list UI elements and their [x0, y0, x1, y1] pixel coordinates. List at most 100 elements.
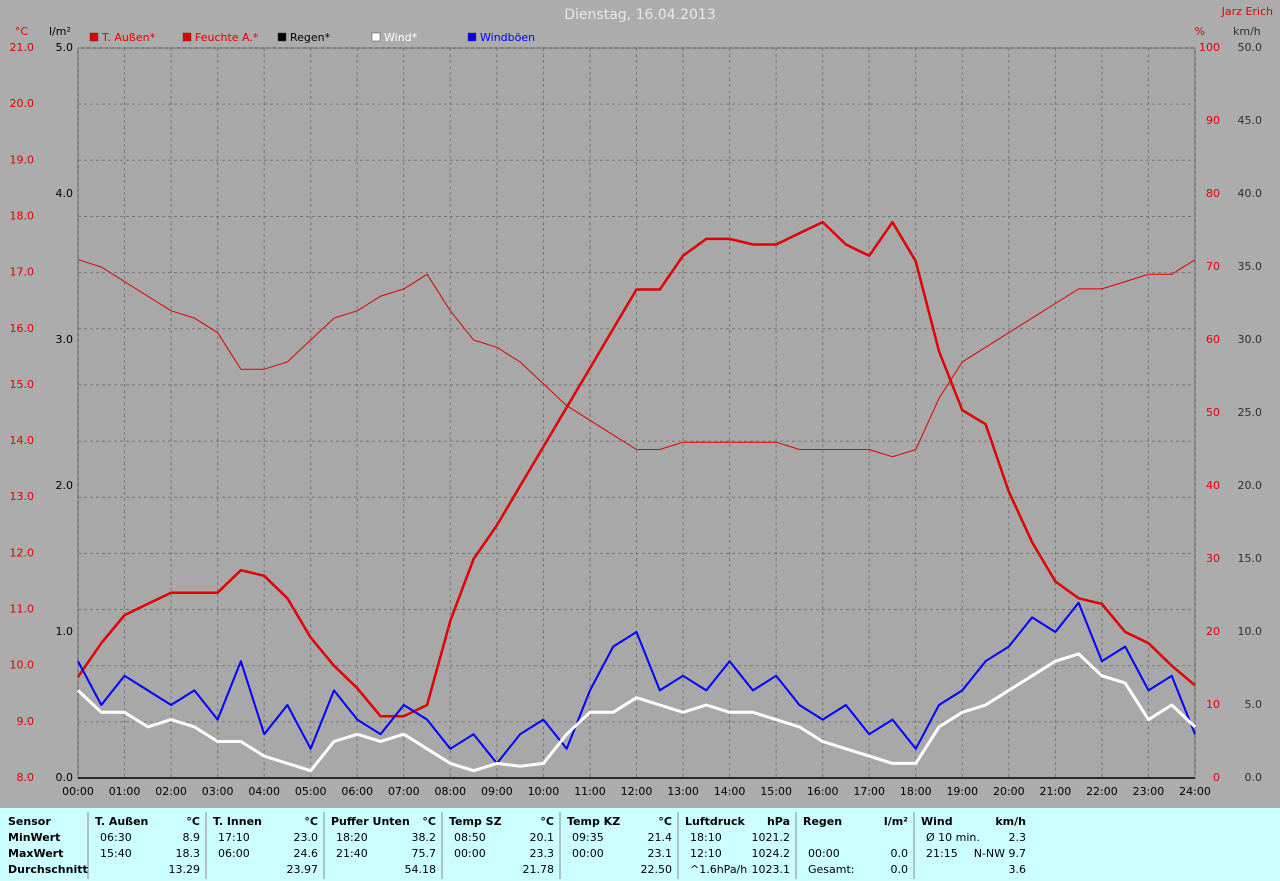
legend-swatch: [371, 32, 381, 42]
yticks-label: 17.0: [10, 266, 35, 279]
x-tick-label: 13:00: [667, 785, 699, 798]
cell-time: 21:15: [926, 847, 958, 860]
x-tick-label: 21:00: [1040, 785, 1072, 798]
series-line: [77, 601, 1196, 765]
y-axis-label: °C: [15, 25, 29, 38]
y3ticks-label: 1.0: [56, 625, 74, 638]
column-unit: km/h: [995, 815, 1026, 828]
legend-label: Regen*: [290, 31, 331, 44]
cell-value: 54.18: [405, 863, 437, 876]
y4ticks-label: 5.0: [1245, 698, 1263, 711]
column-unit: °C: [304, 815, 318, 828]
yticks-label: 12.0: [10, 546, 35, 559]
cell-value: 23.0: [294, 831, 319, 844]
y4ticks-label: 30.0: [1238, 333, 1263, 346]
row-label: MaxWert: [8, 847, 63, 860]
cell-value: 21.78: [523, 863, 555, 876]
x-tick-label: 15:00: [760, 785, 792, 798]
legend-swatch: [89, 32, 99, 42]
cell-time: 17:10: [218, 831, 250, 844]
yticks-label: 8.0: [17, 771, 35, 784]
cell-value: 0.0: [891, 863, 909, 876]
x-tick-label: 04:00: [248, 785, 280, 798]
cell-value: 22.50: [641, 863, 673, 876]
cell-value: 75.7: [412, 847, 437, 860]
cell-value: 0.0: [891, 847, 909, 860]
cell-time: 00:00: [572, 847, 604, 860]
cell-value: 8.9: [183, 831, 201, 844]
cell-value: N-NW 9.7: [974, 847, 1026, 860]
x-tick-label: 07:00: [388, 785, 420, 798]
column-name: Wind: [921, 815, 953, 828]
y4ticks-label: 25.0: [1238, 406, 1263, 419]
cell-time: 15:40: [100, 847, 132, 860]
y2ticks-label: 0: [1213, 771, 1220, 784]
y4ticks-label: 40.0: [1238, 187, 1263, 200]
column-unit: °C: [658, 815, 672, 828]
x-tick-label: 20:00: [993, 785, 1025, 798]
y2ticks-label: 10: [1206, 698, 1220, 711]
column-unit: °C: [422, 815, 436, 828]
y3ticks-label: 2.0: [56, 479, 74, 492]
yticks-label: 10.0: [10, 659, 35, 672]
x-tick-label: 22:00: [1086, 785, 1118, 798]
yticks-label: 18.0: [10, 209, 35, 222]
column-unit: °C: [186, 815, 200, 828]
y3ticks-label: 5.0: [56, 41, 74, 54]
yticks-label: 11.0: [10, 603, 35, 616]
yticks-label: 15.0: [10, 378, 35, 391]
cell-value: 23.3: [530, 847, 555, 860]
yticks-label: 9.0: [17, 715, 35, 728]
x-tick-label: 23:00: [1133, 785, 1165, 798]
legend-label: Windböen: [480, 31, 535, 44]
chart-title: Dienstag, 16.04.2013: [564, 7, 715, 23]
yticks-label: 19.0: [10, 153, 35, 166]
series-line: [76, 652, 1197, 773]
x-tick-label: 08:00: [434, 785, 466, 798]
cell-time: 18:10: [690, 831, 722, 844]
x-tick-label: 06:00: [341, 785, 373, 798]
x-tick-label: 03:00: [202, 785, 234, 798]
yticks-label: 20.0: [10, 97, 35, 110]
cell-value: 21.4: [648, 831, 673, 844]
legend-swatch: [182, 32, 192, 42]
x-tick-label: 17:00: [853, 785, 885, 798]
y3ticks-label: 3.0: [56, 333, 74, 346]
cell-time: Gesamt:: [808, 863, 855, 876]
y4ticks-label: 10.0: [1238, 625, 1263, 638]
y2ticks-label: 60: [1206, 333, 1220, 346]
cell-time: 00:00: [454, 847, 486, 860]
y4-axis-label: km/h: [1233, 25, 1261, 38]
cell-value: 23.97: [287, 863, 319, 876]
cell-value: 2.3: [1009, 831, 1027, 844]
column-unit: hPa: [767, 815, 790, 828]
yticks-label: 14.0: [10, 434, 35, 447]
legend-label: Feuchte A.*: [195, 31, 259, 44]
cell-time: 21:40: [336, 847, 368, 860]
cell-value: 3.6: [1009, 863, 1027, 876]
x-tick-label: 05:00: [295, 785, 327, 798]
y2ticks-label: 50: [1206, 406, 1220, 419]
yticks-label: 16.0: [10, 322, 35, 335]
yticks-label: 13.0: [10, 490, 35, 503]
cell-time: Ø 10 min.: [926, 831, 980, 844]
x-tick-label: 00:00: [62, 785, 94, 798]
y4ticks-label: 20.0: [1238, 479, 1263, 492]
column-name: T. Innen: [213, 815, 262, 828]
y2ticks-label: 80: [1206, 187, 1220, 200]
cell-value: 1023.1: [752, 863, 791, 876]
column-name: Puffer Unten: [331, 815, 410, 828]
x-tick-label: 18:00: [900, 785, 932, 798]
cell-value: 13.29: [169, 863, 201, 876]
column-name: Temp SZ: [449, 815, 502, 828]
column-name: T. Außen: [95, 815, 148, 828]
cell-value: 1024.2: [752, 847, 791, 860]
author: Jarz Erich: [1221, 5, 1273, 18]
y3ticks-label: 0.0: [56, 771, 74, 784]
column-unit: l/m²: [884, 815, 908, 828]
cell-time: 09:35: [572, 831, 604, 844]
y4ticks-label: 15.0: [1238, 552, 1263, 565]
x-tick-label: 11:00: [574, 785, 606, 798]
cell-time: 06:00: [218, 847, 250, 860]
